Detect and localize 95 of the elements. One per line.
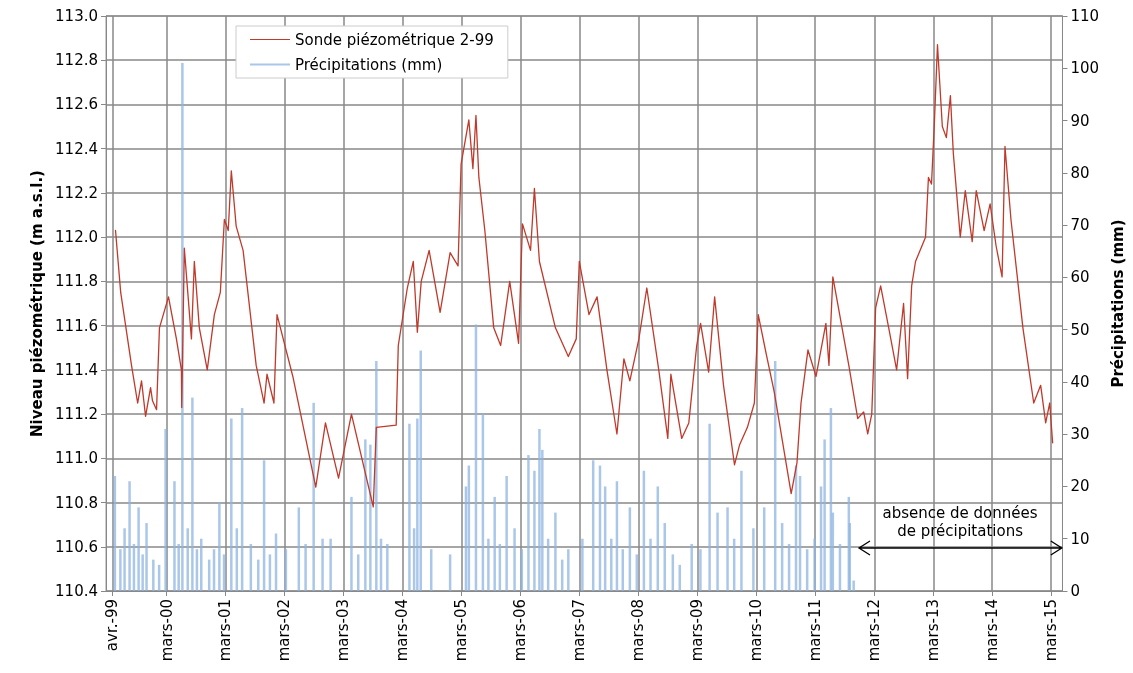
y-tick-label: 112.0 bbox=[55, 228, 98, 247]
bar bbox=[364, 439, 367, 591]
x-tick-label: mars-04 bbox=[393, 599, 412, 662]
y2-tick-label: 110 bbox=[1070, 7, 1100, 25]
bar bbox=[408, 423, 411, 591]
bar bbox=[145, 523, 148, 591]
x-tick-label: mars-03 bbox=[334, 599, 353, 662]
x-tick-label: mars-12 bbox=[865, 599, 884, 662]
y2-tick-label: 50 bbox=[1070, 320, 1090, 339]
bar bbox=[649, 538, 652, 591]
y2-tick-label: 100 bbox=[1070, 59, 1100, 78]
y-tick-label: 110.4 bbox=[55, 582, 98, 600]
bar bbox=[304, 543, 307, 591]
y-tick-label: 112.8 bbox=[55, 51, 98, 70]
bar bbox=[493, 496, 496, 591]
bar bbox=[690, 543, 693, 591]
x-tick-label: mars-14 bbox=[983, 599, 1002, 662]
y2-tick-label: 0 bbox=[1070, 582, 1081, 600]
bar bbox=[527, 455, 530, 591]
y2-tick-label: 80 bbox=[1070, 163, 1090, 182]
x-tick-label: mars-15 bbox=[1042, 599, 1061, 662]
x-tick-label: mars-01 bbox=[216, 599, 235, 662]
x-tick-label: mars-06 bbox=[511, 599, 530, 662]
y2-tick-label: 20 bbox=[1070, 477, 1090, 496]
bar bbox=[726, 507, 729, 591]
y-tick-label: 111.2 bbox=[55, 405, 98, 424]
bar bbox=[152, 559, 155, 591]
legend-label: Sonde piézométrique 2-99 bbox=[295, 30, 494, 49]
bar bbox=[716, 512, 719, 591]
bar bbox=[329, 538, 332, 591]
y-tick-label: 112.4 bbox=[55, 139, 98, 158]
y2-tick-label: 90 bbox=[1070, 111, 1090, 130]
x-tick-label: mars-00 bbox=[157, 599, 176, 662]
bar bbox=[186, 528, 189, 591]
y-axis-title: Niveau piézométrique (m a.s.l.) bbox=[27, 170, 46, 437]
bar bbox=[567, 549, 570, 591]
y-tick-label: 111.8 bbox=[55, 272, 98, 291]
bar bbox=[230, 418, 233, 591]
x-tick-label: mars-02 bbox=[275, 599, 294, 662]
y-tick-label: 110.8 bbox=[55, 493, 98, 512]
bar bbox=[581, 538, 584, 591]
x-tick-label: mars-10 bbox=[747, 599, 766, 662]
bar bbox=[610, 538, 613, 591]
y2-tick-label: 30 bbox=[1070, 425, 1090, 444]
bar bbox=[487, 538, 490, 591]
y-tick-label: 111.0 bbox=[55, 449, 98, 468]
x-tick-label: mars-09 bbox=[688, 599, 707, 662]
y2-tick-label: 10 bbox=[1070, 529, 1090, 548]
bar bbox=[419, 350, 422, 591]
bar bbox=[752, 528, 755, 591]
y2-axis-title: Précipitations (mm) bbox=[1108, 219, 1127, 388]
annotation: absence de données de précipitations bbox=[882, 503, 1038, 540]
bar bbox=[533, 470, 536, 591]
bar bbox=[321, 538, 324, 591]
y-tick-label: 113.0 bbox=[55, 7, 98, 25]
bar bbox=[257, 559, 260, 591]
y2-tick-label: 40 bbox=[1070, 372, 1090, 391]
bar bbox=[369, 444, 372, 591]
y2-tick-label: 60 bbox=[1070, 268, 1090, 287]
legend-label: Précipitations (mm) bbox=[295, 55, 443, 74]
bar bbox=[538, 428, 541, 591]
x-tick-label: mars-05 bbox=[452, 599, 471, 662]
bar bbox=[621, 549, 624, 591]
bar bbox=[350, 496, 353, 591]
bar bbox=[554, 512, 557, 591]
x-tick-label: avr.-99 bbox=[103, 599, 122, 652]
bar bbox=[218, 502, 221, 591]
bar bbox=[164, 428, 167, 591]
bar bbox=[813, 538, 816, 591]
y2-tick-label: 70 bbox=[1070, 216, 1090, 235]
bar bbox=[128, 481, 131, 591]
bar bbox=[708, 423, 711, 591]
bar bbox=[123, 528, 126, 591]
bar bbox=[312, 402, 315, 591]
bar bbox=[137, 507, 140, 591]
x-tick-label: mars-13 bbox=[924, 599, 943, 662]
y-tick-label: 112.2 bbox=[55, 183, 98, 202]
bar bbox=[823, 439, 826, 591]
bar bbox=[191, 397, 194, 591]
bar bbox=[173, 481, 176, 591]
x-tick-label: mars-07 bbox=[570, 599, 589, 662]
bar bbox=[386, 543, 389, 591]
bar bbox=[513, 528, 516, 591]
bar bbox=[740, 470, 743, 591]
y-tick-label: 111.4 bbox=[55, 360, 98, 379]
x-tick-label: mars-11 bbox=[806, 599, 825, 662]
y-tick-label: 111.6 bbox=[55, 316, 98, 335]
bar bbox=[663, 523, 666, 591]
bar bbox=[505, 476, 508, 591]
x-tick-label: mars-08 bbox=[629, 599, 648, 662]
y-tick-label: 112.6 bbox=[55, 95, 98, 114]
bar bbox=[699, 549, 702, 591]
bar bbox=[375, 361, 378, 591]
bar bbox=[200, 538, 203, 591]
y-tick-label: 110.6 bbox=[55, 537, 98, 556]
